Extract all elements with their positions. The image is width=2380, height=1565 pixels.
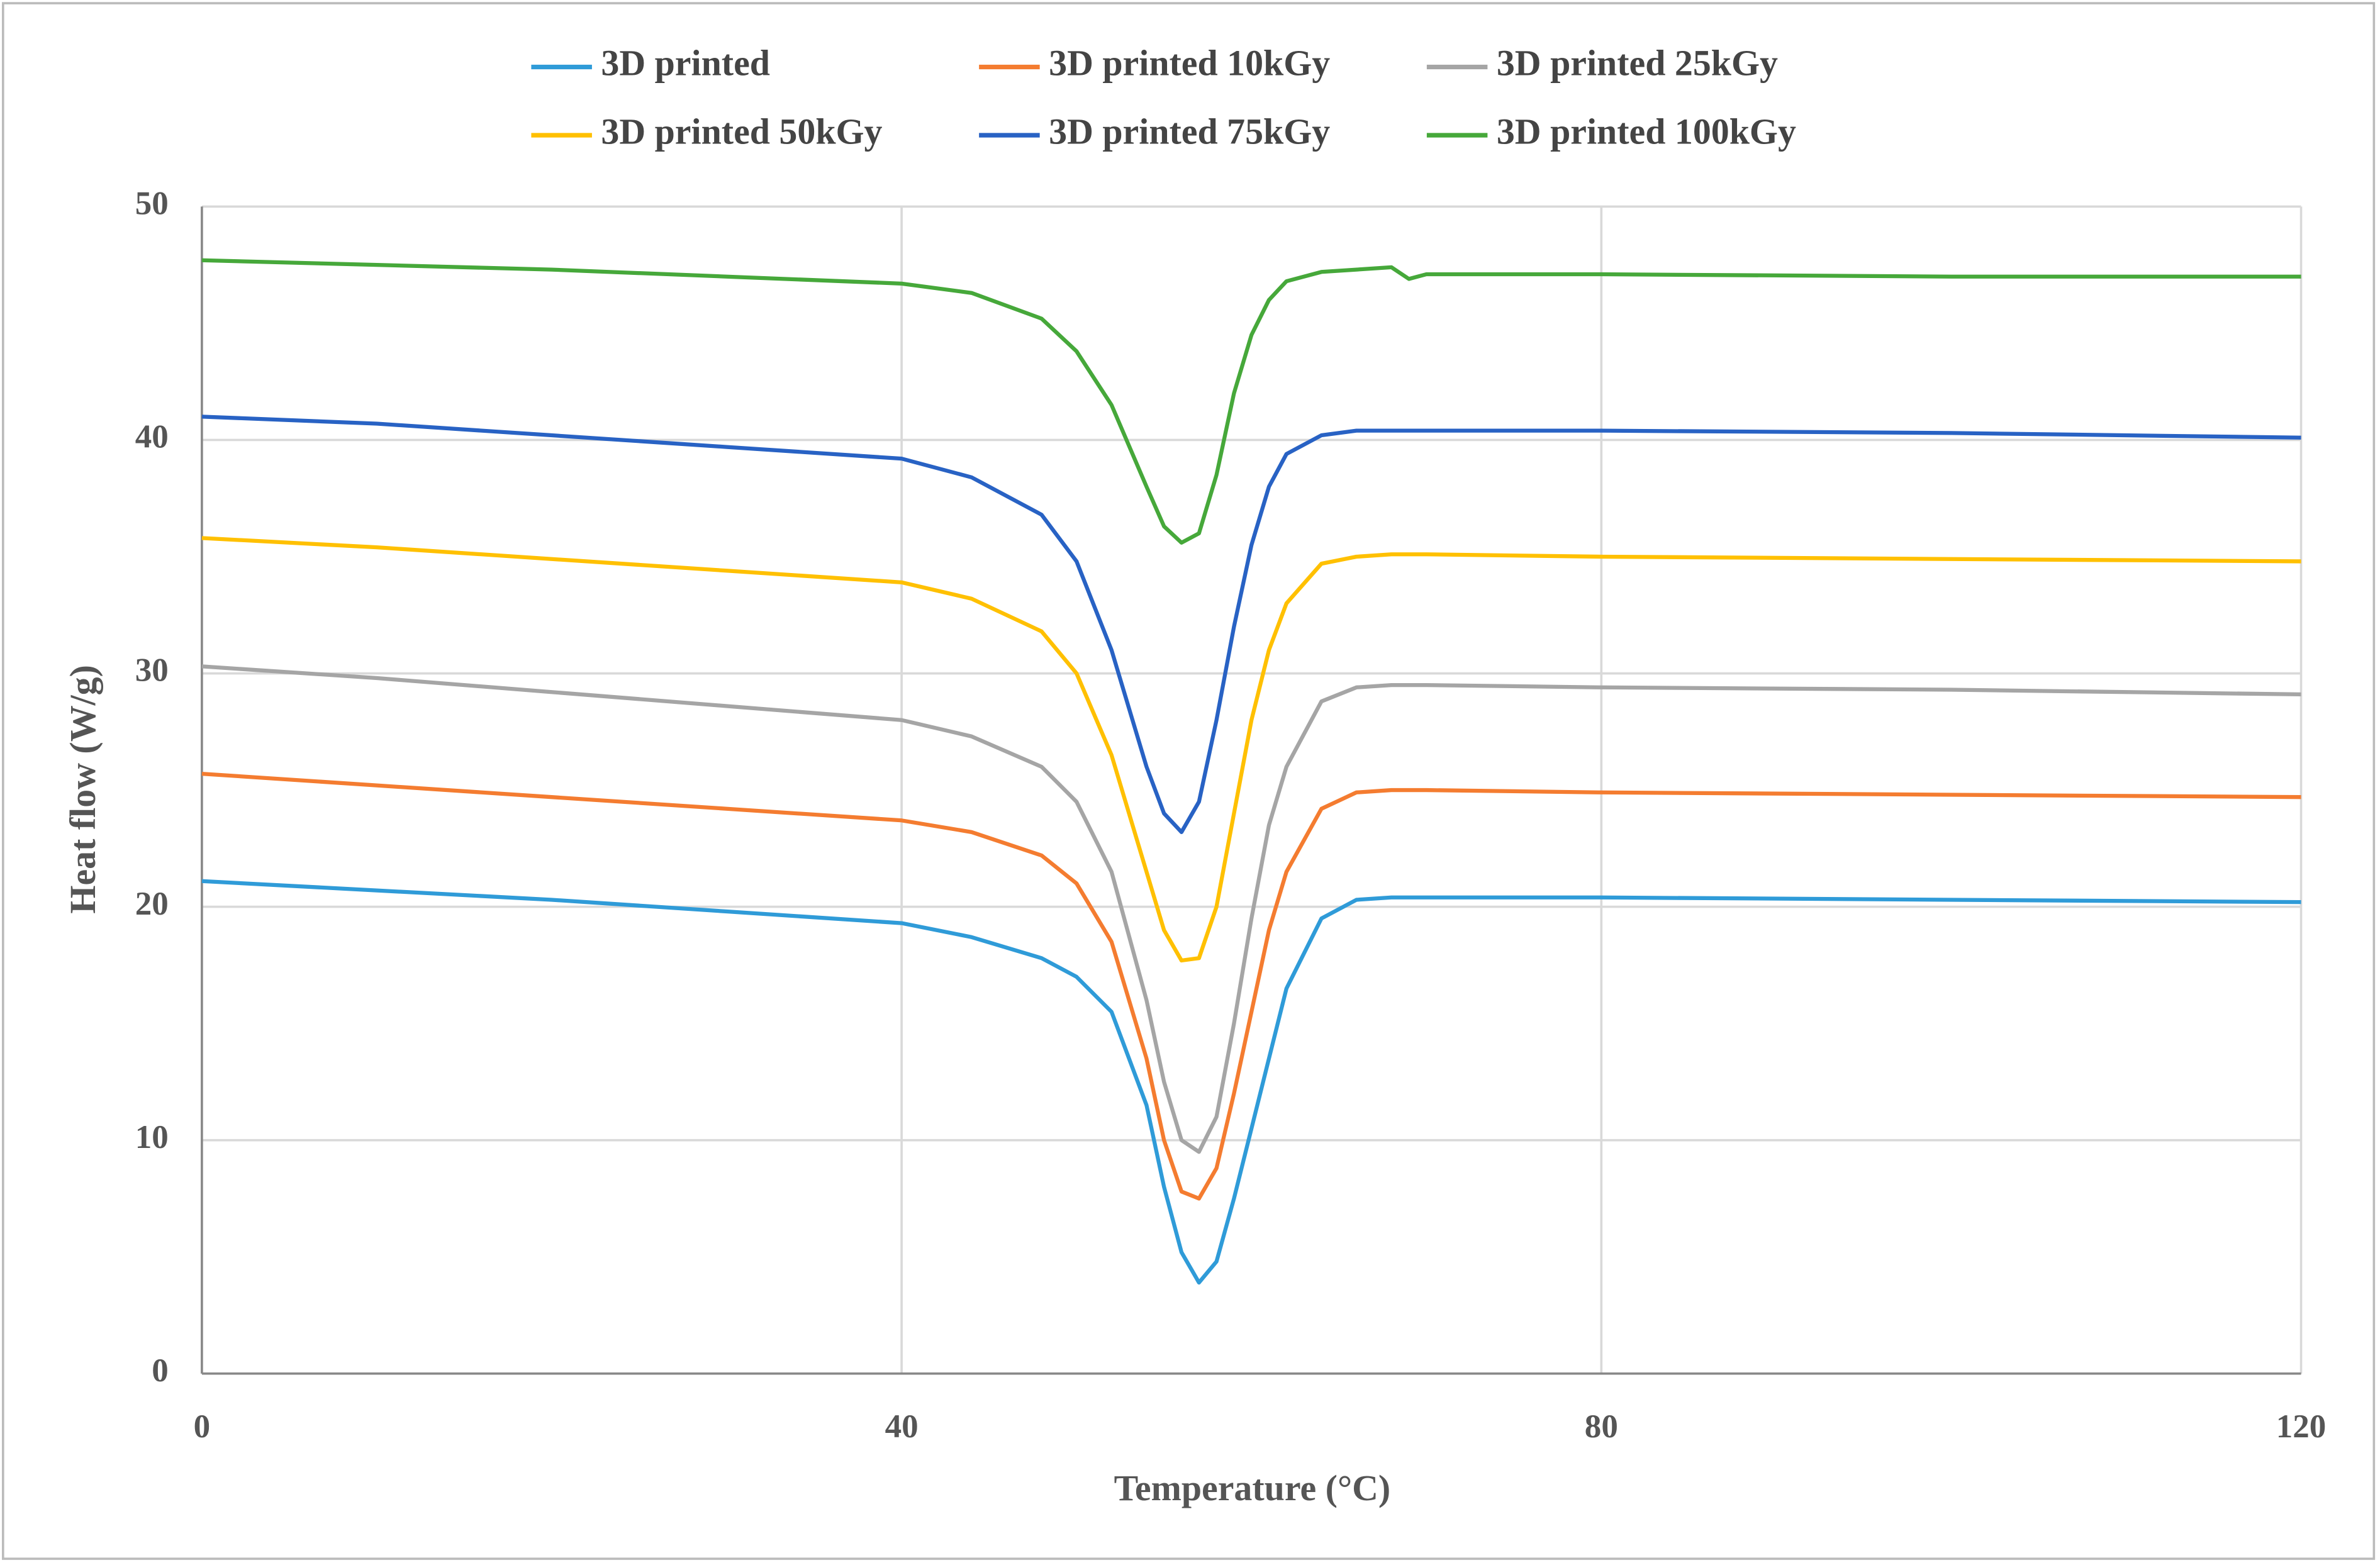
y-tick-label: 10 <box>135 1119 169 1156</box>
y-tick-label: 0 <box>152 1352 169 1389</box>
x-tick-label: 0 <box>194 1408 211 1445</box>
series-line <box>201 664 2301 1154</box>
legend-label: 3D printed 10kGy <box>1049 43 1330 84</box>
y-axis-title: Heat flow (W/g) <box>62 665 103 913</box>
series-line <box>201 258 2301 545</box>
y-tick-label: 30 <box>135 652 169 689</box>
y-tick-label: 50 <box>135 186 169 222</box>
legend-label: 3D printed 50kGy <box>601 111 882 152</box>
legend-label: 3D printed 75kGy <box>1049 111 1330 152</box>
series-line <box>201 415 2301 834</box>
x-tick-label: 40 <box>885 1408 919 1445</box>
legend-label: 3D printed 100kGy <box>1497 111 1796 152</box>
y-tick-label: 40 <box>135 419 169 455</box>
x-tick-label: 120 <box>2276 1408 2327 1445</box>
legend-label: 3D printed <box>601 43 770 84</box>
series-line <box>201 879 2301 1285</box>
legend-label: 3D printed 25kGy <box>1497 43 1778 84</box>
y-tick-label: 20 <box>135 886 169 922</box>
series-line <box>201 771 2301 1201</box>
x-axis-title: Temperature (°C) <box>1114 1468 1391 1508</box>
x-tick-label: 80 <box>1585 1408 1618 1445</box>
series-line <box>201 536 2301 963</box>
